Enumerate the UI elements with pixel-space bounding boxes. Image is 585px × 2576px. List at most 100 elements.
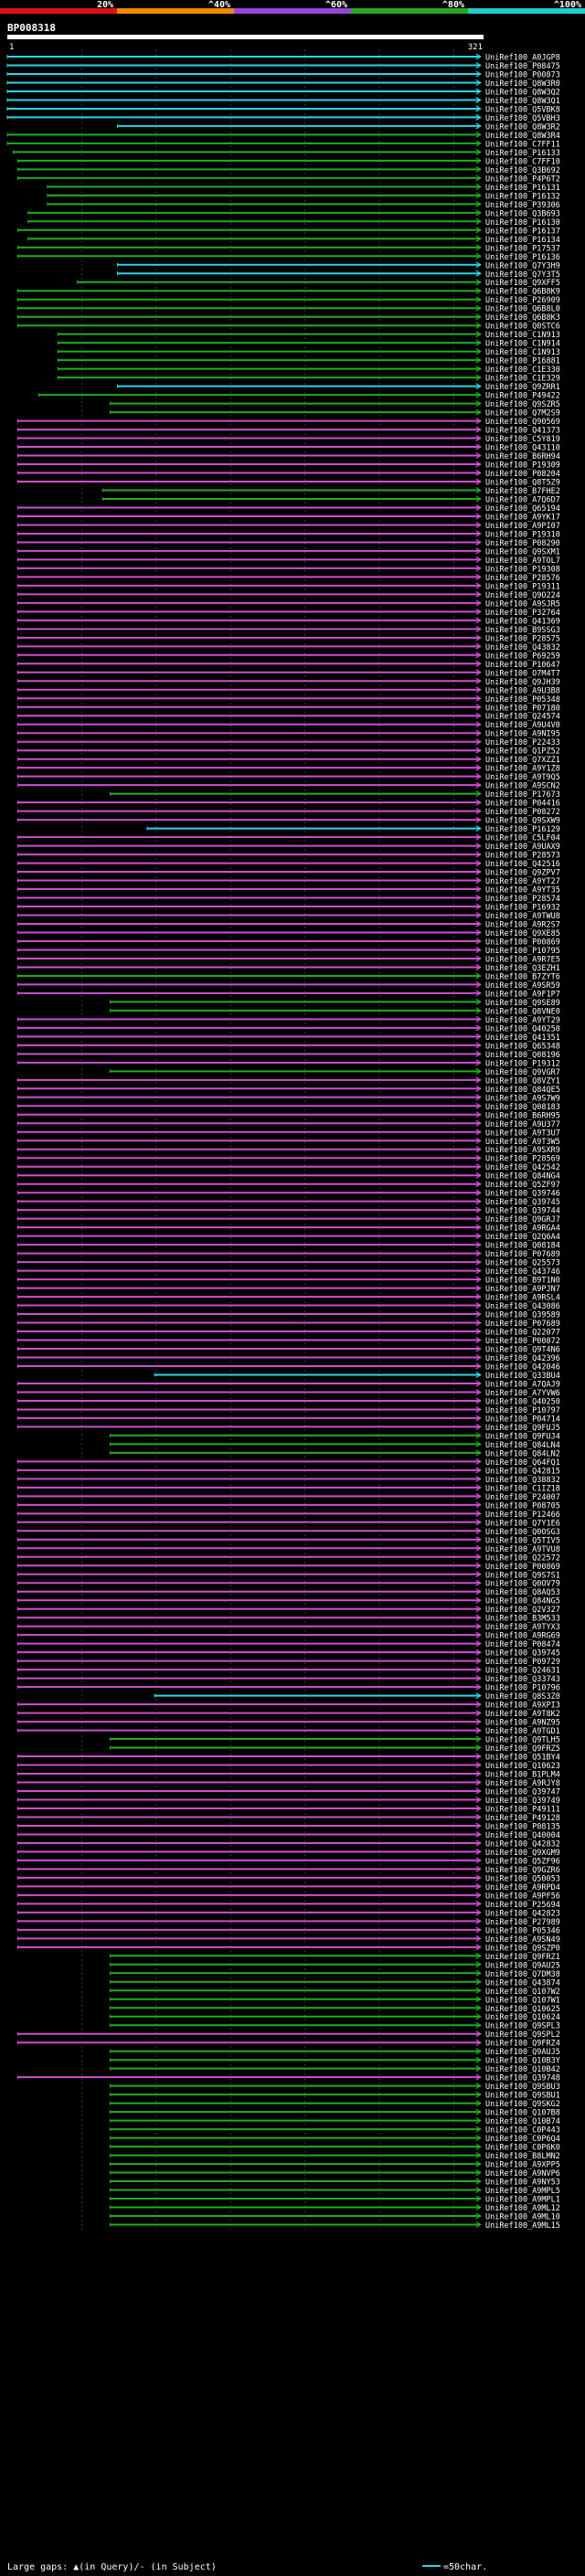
hit-row: UniRef100_Q9SZP0	[16, 1944, 560, 1953]
hit-row: UniRef100_P10796	[16, 1683, 560, 1693]
hit-label: UniRef100_Q9SBU1	[485, 2092, 560, 2101]
hit-label: UniRef100_Q2V327	[485, 1606, 560, 1615]
hit-row: UniRef100_Q9O224	[16, 590, 560, 600]
hit-row: UniRef100_Q8W3Q2	[6, 88, 560, 97]
hit-row: UniRef100_A9NY53	[109, 2178, 560, 2188]
hit-row: UniRef100_B9T1N0	[16, 1276, 560, 1286]
hit-label: UniRef100_Q08184	[485, 1242, 560, 1251]
hit-end-arrow	[475, 1718, 482, 1725]
hit-label: UniRef100_P12466	[485, 1511, 560, 1520]
hit-row: UniRef100_A9F1P7	[16, 990, 560, 999]
hit-end-arrow	[475, 2160, 482, 2168]
hit-label: UniRef100_Q9SZR5	[485, 400, 560, 409]
hit-row: UniRef100_A9Y1Z8	[16, 764, 560, 774]
hit-label: UniRef100_Q1PZ52	[485, 747, 560, 757]
hit-end-arrow	[475, 1241, 482, 1248]
hit-list: UniRef100_A0JGP8UniRef100_P08475UniRef10…	[6, 53, 560, 2231]
hit-end-arrow	[475, 868, 482, 875]
hit-label: UniRef100_P19311	[485, 582, 560, 591]
hit-label: UniRef100_B7ZYT6	[485, 972, 560, 981]
hit-label: UniRef100_A9S7W9	[485, 1094, 560, 1103]
hit-label: UniRef100_Q7XZZ1	[485, 756, 560, 765]
hit-row: UniRef100_P28574	[16, 895, 560, 904]
hit-label: UniRef100_Q39745	[485, 1649, 560, 1659]
hit-row: UniRef100_A9TYX3	[16, 1623, 560, 1632]
hit-row: UniRef100_A9S7W9	[16, 1094, 560, 1103]
hit-end-arrow	[475, 79, 482, 86]
hit-end-arrow	[475, 418, 482, 425]
hit-row: UniRef100_P26909	[16, 296, 560, 305]
hit-row: UniRef100_A9TVU8	[16, 1544, 560, 1554]
hit-row: UniRef100_P08272	[16, 808, 560, 817]
hit-label: UniRef100_P17537	[485, 244, 560, 253]
hit-row: UniRef100_P16131	[47, 183, 560, 193]
hit-end-arrow	[475, 1432, 482, 1439]
hit-row: UniRef100_Q40250	[16, 1024, 560, 1034]
hit-end-arrow	[475, 1267, 482, 1275]
hit-end-arrow	[475, 2056, 482, 2063]
hit-label: UniRef100_Q40250	[485, 1024, 560, 1034]
hit-row: UniRef100_Q0OV79	[16, 1579, 560, 1589]
hit-end-arrow	[475, 486, 482, 494]
hit-end-arrow	[475, 521, 482, 528]
hit-row: UniRef100_Q9TLH5	[109, 1735, 560, 1745]
hit-row: UniRef100_Q9SE89	[109, 998, 560, 1008]
hit-row: UniRef100_A9SCN2	[16, 781, 560, 791]
hit-row: UniRef100_C5Y819	[16, 435, 560, 444]
hit-label: UniRef100_Q42516	[485, 860, 560, 869]
hit-row: UniRef100_P28569	[16, 1154, 560, 1164]
hit-row: UniRef100_Q107B8	[109, 2108, 560, 2118]
hit-row: UniRef100_Q43746	[16, 1267, 560, 1277]
hit-label: UniRef100_Q41373	[485, 427, 560, 436]
hit-row: UniRef100_P19312	[16, 1059, 560, 1068]
hit-label: UniRef100_P16131	[485, 184, 560, 193]
hit-row: UniRef100_Q90569	[16, 418, 560, 427]
hit-end-arrow	[475, 1353, 482, 1362]
hit-end-arrow	[475, 157, 482, 164]
hit-label: UniRef100_A9UAX9	[485, 843, 560, 852]
hit-row: UniRef100_Q10B3Y	[109, 2056, 560, 2066]
hit-end-arrow	[475, 660, 482, 667]
hit-row: UniRef100_P12466	[16, 1510, 560, 1520]
hit-end-arrow	[475, 1067, 482, 1075]
hit-end-arrow	[475, 1181, 482, 1188]
hit-end-arrow	[475, 209, 482, 217]
hit-label: UniRef100_A9RPD4	[485, 1883, 560, 1892]
hit-label: UniRef100_A9SXR9	[485, 1146, 560, 1155]
hit-end-arrow	[475, 2169, 482, 2177]
scale-label-3: ^60%	[325, 0, 347, 10]
hit-row: UniRef100_P39306	[47, 200, 560, 210]
hit-end-arrow	[475, 955, 482, 962]
hit-row: UniRef100_Q9GZR6	[16, 1865, 560, 1875]
hit-end-arrow	[475, 1163, 482, 1171]
hit-end-arrow	[475, 2048, 482, 2055]
hit-row: UniRef100_Q42542	[16, 1163, 560, 1172]
hit-label: UniRef100_Q9VGR7	[485, 1068, 560, 1077]
hit-label: UniRef100_A9MPL5	[485, 2187, 560, 2196]
hit-row: UniRef100_Q7Y3H9	[116, 261, 560, 270]
hit-row: UniRef100_A9SN49	[16, 1935, 560, 1945]
hit-row: UniRef100_Q10623	[16, 1762, 560, 1771]
hit-row: UniRef100_Q33743	[16, 1675, 560, 1684]
hit-row: UniRef100_P05348	[16, 694, 560, 705]
hit-row: UniRef100_P49128	[16, 1813, 560, 1823]
hit-label: UniRef100_C7FF11	[485, 140, 560, 149]
hit-row: UniRef100_A9SJR5	[16, 599, 560, 609]
hit-label: UniRef100_Q0OV79	[485, 1580, 560, 1589]
hit-row: UniRef100_A9PI07	[16, 521, 560, 531]
hit-end-arrow	[475, 1362, 482, 1370]
hit-label: UniRef100_Q64FQ1	[485, 1458, 560, 1468]
hit-label: UniRef100_Q3EZH1	[485, 964, 560, 973]
hit-row: UniRef100_A9ML15	[109, 2221, 560, 2231]
hit-end-arrow	[475, 1770, 482, 1777]
hit-row: UniRef100_P28576	[16, 573, 560, 583]
hit-row: UniRef100_Q10625	[109, 2004, 560, 2014]
hit-end-arrow	[475, 1076, 482, 1084]
hit-end-arrow	[475, 1033, 482, 1040]
hit-end-arrow	[475, 1553, 482, 1561]
hit-label: UniRef100_Q9SXW9	[485, 817, 560, 826]
hit-row: UniRef100_P69259	[16, 652, 560, 661]
hit-label: UniRef100_C0P6Q4	[485, 2135, 560, 2144]
hit-label: UniRef100_P16132	[485, 192, 560, 201]
